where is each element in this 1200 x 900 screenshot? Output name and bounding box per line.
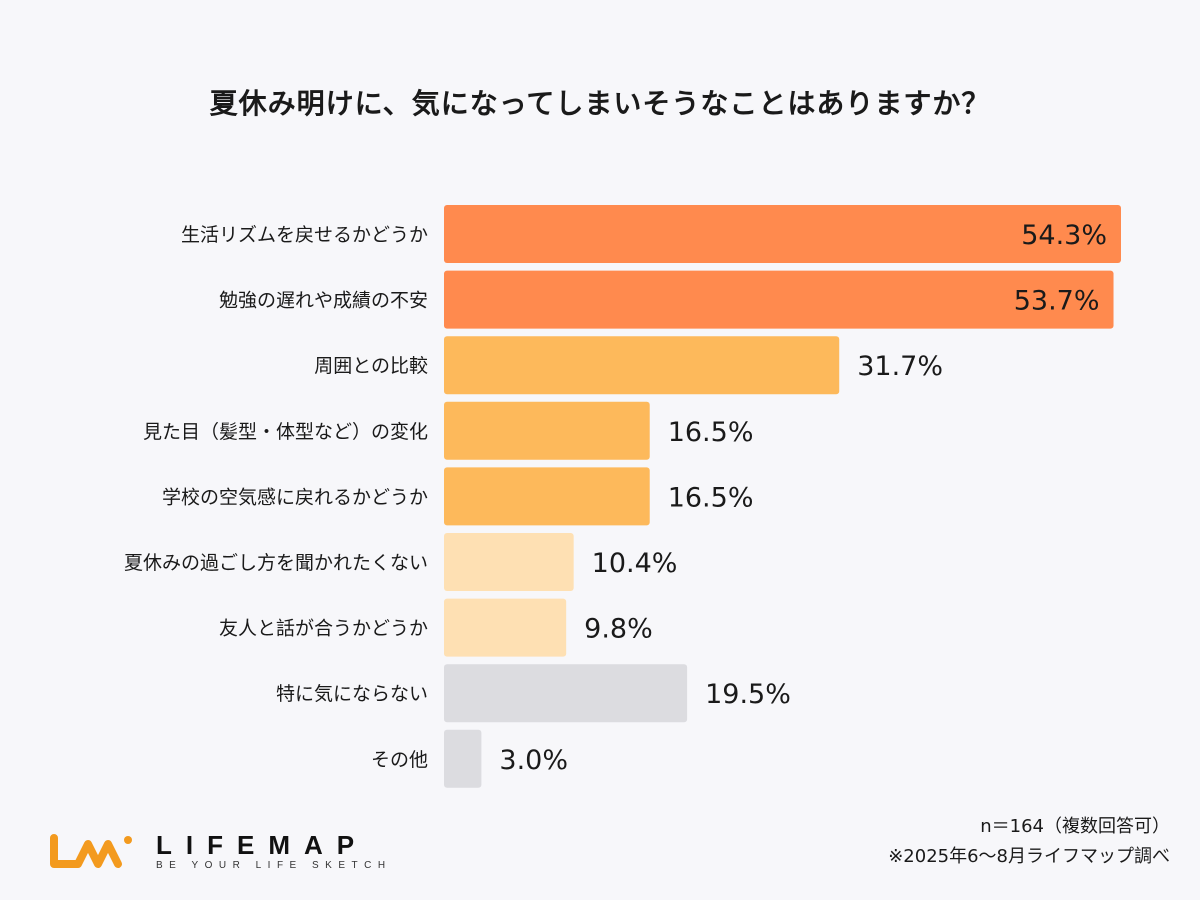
lifemap-logo: LIFEMAP BE YOUR LIFE SKETCH [48, 832, 392, 871]
bar [444, 664, 688, 723]
value-label: 53.7% [1014, 286, 1100, 317]
category-label: 友人と話が合うかどうか [219, 618, 428, 640]
category-label: 勉強の遅れや成績の不安 [219, 290, 428, 312]
value-label: 16.5% [668, 417, 754, 448]
bar [444, 533, 574, 591]
chart-title: 夏休み明けに、気になってしまいそうなことはありますか？ [209, 87, 991, 120]
category-label: 学校の空気感に戻れるかどうか [162, 486, 428, 508]
category-label: 夏休みの過ごし方を聞かれたくない [124, 552, 428, 574]
category-label: その他 [371, 749, 428, 771]
bar [444, 729, 482, 788]
bar [444, 270, 1114, 329]
value-label: 31.7% [857, 351, 943, 382]
category-label: 生活リズムを戻せるかどうか [181, 224, 428, 246]
value-label: 54.3% [1021, 220, 1107, 251]
bar [444, 401, 650, 460]
logo-mark-icon [50, 833, 132, 868]
category-label: 周囲との比較 [314, 355, 428, 377]
bar [444, 336, 840, 395]
bar [444, 467, 650, 526]
value-label: 3.0% [499, 745, 568, 776]
value-label: 16.5% [668, 482, 754, 513]
value-label: 19.5% [705, 679, 791, 710]
category-label: 特に気にならない [276, 683, 428, 705]
source-note: ※2025年6〜8月ライフマップ調べ [888, 846, 1170, 867]
logo-name: LIFEMAP [156, 830, 369, 860]
logo-tagline: BE YOUR LIFE SKETCH [156, 860, 392, 871]
sample-size-note: n＝164（複数回答可） [980, 816, 1170, 837]
bar [444, 598, 567, 657]
bar-chart: 生活リズムを戻せるかどうか 54.3% 勉強の遅れや成績の不安 53.7% 周囲との比較… [124, 205, 1121, 788]
bar [444, 205, 1121, 263]
category-label: 見た目（髪型・体型など）の変化 [143, 421, 428, 443]
value-label: 10.4% [592, 548, 678, 579]
footer-notes: n＝164（複数回答可） ※2025年6〜8月ライフマップ調べ [888, 812, 1170, 872]
value-label: 9.8% [584, 614, 653, 645]
